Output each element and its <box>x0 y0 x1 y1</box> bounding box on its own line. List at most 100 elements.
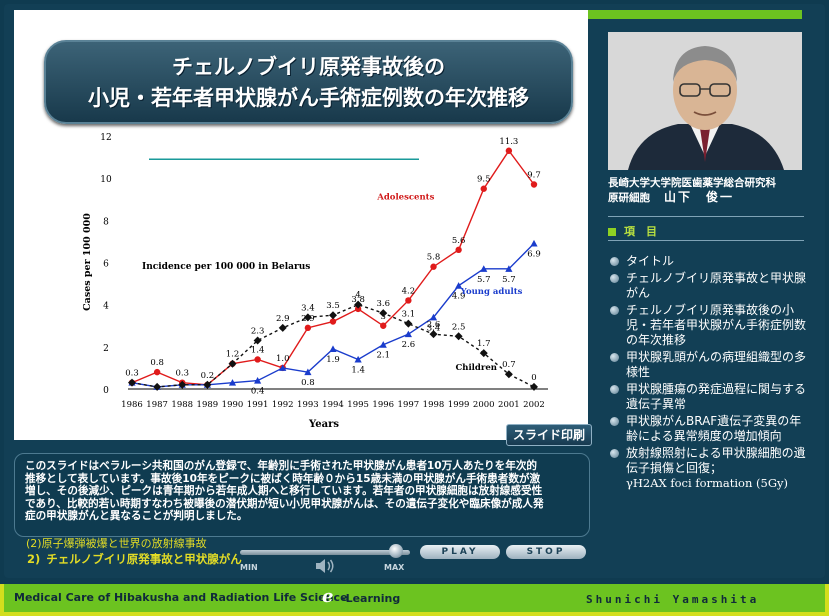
data-label: 5.6 <box>452 236 466 246</box>
toc-heading: 項 目 <box>608 223 657 239</box>
play-button[interactable]: PLAY <box>420 545 500 559</box>
data-point <box>480 185 487 192</box>
x-tick-label: 1996 <box>372 400 394 410</box>
toc-item[interactable]: 甲状腺がんBRAF遺伝子変異の年齢による異常頻度の増加傾向 <box>608 414 808 444</box>
data-point <box>429 330 438 339</box>
toc-item-label: 放射線照射による甲状腺細胞の遺伝子損傷と回復； <box>626 446 806 475</box>
toc-item[interactable]: 甲状腺腫瘍の発症過程に関与する遺伝子異常 <box>608 382 808 412</box>
data-point <box>504 370 513 379</box>
affiliation-line1: 長崎大学大学院医歯薬学総合研究科 <box>608 177 776 189</box>
data-point <box>455 246 462 254</box>
slide-title-banner: チェルノブイリ原発事故後の 小児・若年者甲状腺がん手術症例数の年次推移 <box>44 40 573 124</box>
data-point <box>479 349 488 358</box>
x-axis-label: Years <box>308 419 339 430</box>
y-tick-label: 2 <box>103 344 109 354</box>
data-point <box>228 359 237 368</box>
data-label: 0.7 <box>502 360 516 370</box>
data-point <box>278 323 287 332</box>
data-point <box>128 378 136 387</box>
data-label: 0.8 <box>301 378 315 388</box>
data-label: 0 <box>531 373 536 383</box>
toc-item[interactable]: 放射線照射による甲状腺細胞の遺伝子損傷と回復； γH2AX foci format… <box>608 446 808 491</box>
data-label: 9.5 <box>477 175 491 185</box>
data-point <box>228 379 237 386</box>
toc-item[interactable]: チェルノブイリ原発事故と甲状腺がん <box>608 271 808 301</box>
y-tick-label: 0 <box>103 386 109 396</box>
x-tick-label: 1990 <box>222 400 244 410</box>
toc-item-label: 甲状腺腫瘍の発症過程に関与する遺伝子異常 <box>626 382 807 411</box>
data-point <box>329 311 337 320</box>
speaker-icon <box>316 559 334 573</box>
description-text: このスライドはベラルーシ共和国のがん登録で、年齢別に手術された甲状腺がん患者10… <box>25 460 544 523</box>
data-point <box>454 332 463 341</box>
footer-author: Shunichi Yamashita <box>586 593 760 606</box>
affiliation-line2: 原研細胞 <box>608 192 650 204</box>
breadcrumb-section[interactable]: (2)原子爆弾被爆と世界の放射線事故 <box>26 537 207 550</box>
data-point <box>505 147 513 154</box>
toc-item[interactable]: タイトル <box>608 254 808 269</box>
toc-item[interactable]: 甲状腺乳頭がんの病理組織型の多様性 <box>608 350 808 380</box>
data-label: 5.7 <box>502 275 516 285</box>
toc-item-label: チェルノブイリ原発事故と甲状腺がん <box>626 271 807 300</box>
data-label: 1.4 <box>351 365 365 375</box>
data-label: 5.8 <box>427 253 441 263</box>
data-label: 1.7 <box>477 339 491 349</box>
bullet-icon <box>610 385 619 394</box>
volume-max-label: MAX <box>384 563 405 572</box>
data-label: 2.9 <box>276 314 290 324</box>
square-bullet-icon <box>608 228 616 236</box>
data-label: 0.2 <box>201 371 215 381</box>
data-label: 0.3 <box>175 369 189 379</box>
toc-item-sublabel: γH2AX foci formation (5Gy) <box>626 476 789 490</box>
print-slide-button[interactable]: スライド印刷 <box>506 424 592 446</box>
accent-bar <box>588 10 802 19</box>
data-label: 0.8 <box>150 358 164 368</box>
footer-bar: Medical Care of Hibakusha and Radiation … <box>4 584 825 612</box>
data-point <box>303 313 312 322</box>
data-point <box>379 341 387 348</box>
toc-heading-label: 項 目 <box>624 225 657 238</box>
data-point <box>429 313 438 321</box>
data-point <box>153 368 161 376</box>
data-label: 4 <box>355 291 360 301</box>
series-label: Children <box>456 363 497 373</box>
x-tick-label: 1994 <box>322 400 344 410</box>
x-tick-label: 2001 <box>498 400 520 410</box>
y-tick-label: 8 <box>103 217 109 227</box>
data-label: 1.4 <box>251 345 265 355</box>
volume-slider[interactable] <box>240 550 410 555</box>
x-tick-label: 1988 <box>171 400 193 410</box>
lecturer-photo <box>608 32 802 170</box>
y-tick-label: 10 <box>100 175 112 185</box>
data-point <box>354 305 362 313</box>
y-tick-label: 12 <box>100 133 111 143</box>
x-tick-label: 2000 <box>473 400 495 410</box>
breadcrumb-current-label: チェルノブイリ原発事故と甲状腺がん <box>46 552 242 566</box>
data-label: 3.8 <box>351 295 365 305</box>
data-point <box>480 265 488 272</box>
x-tick-label: 1997 <box>398 400 420 410</box>
data-label: 2.1 <box>376 351 390 361</box>
divider <box>608 240 804 241</box>
x-tick-label: 1992 <box>272 400 294 410</box>
lecturer-affiliation: 長崎大学大学院医歯薬学総合研究科 原研細胞 山下 俊一 <box>608 176 808 205</box>
volume-slider-knob[interactable] <box>388 544 403 558</box>
slide-panel: チェルノブイリ原発事故後の 小児・若年者甲状腺がん手術症例数の年次推移 0 2 4 6… <box>14 10 592 446</box>
toc-list: タイトルチェルノブイリ原発事故と甲状腺がんチェルノブイリ原発事故後の小児・若年者… <box>608 254 808 493</box>
data-label: 2.6 <box>402 340 416 350</box>
data-label: 3.6 <box>376 299 390 309</box>
data-point <box>404 319 413 328</box>
data-point <box>153 382 162 391</box>
series-label: Young adults <box>460 287 523 297</box>
slide-title-line2: 小児・若年者甲状腺がん手術症例数の年次推移 <box>88 86 529 110</box>
toc-item[interactable]: チェルノブイリ原発事故後の小児・若年者甲状腺がん手術症例数の年次推移 <box>608 303 808 348</box>
x-tick-label: 1999 <box>448 400 470 410</box>
divider <box>608 216 804 217</box>
data-label: 0.3 <box>125 369 139 379</box>
data-point <box>253 336 262 345</box>
chart-annotation: Incidence per 100 000 in Belarus <box>142 262 310 272</box>
stop-button[interactable]: STOP <box>506 545 586 559</box>
breadcrumb-current-number: 2) <box>27 552 41 566</box>
